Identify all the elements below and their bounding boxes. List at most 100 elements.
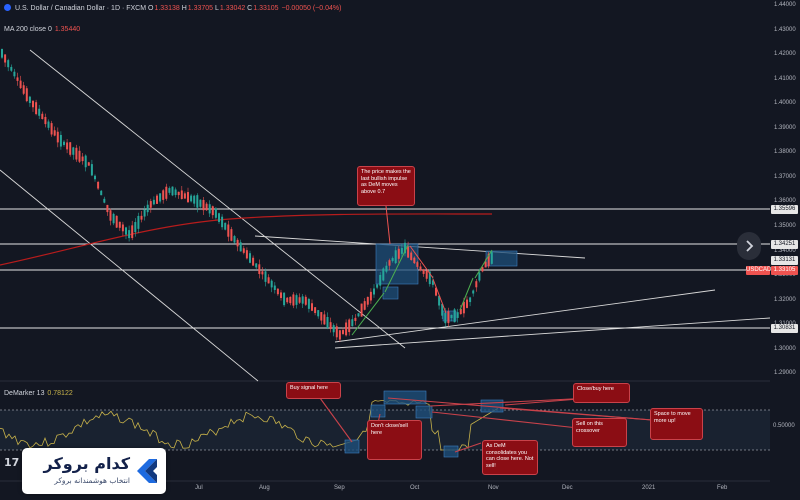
time-tick: Feb	[717, 485, 728, 491]
price-tick: 1.40000	[774, 100, 796, 107]
candle-body	[137, 215, 140, 229]
candle-body	[292, 294, 295, 306]
candle-body	[146, 204, 149, 213]
candle-body	[255, 263, 258, 268]
callout-space-move[interactable]: Space to move more up!	[650, 408, 703, 440]
candle-body	[128, 230, 131, 239]
price-tick: 1.32000	[774, 296, 796, 303]
trend-lines[interactable]	[0, 49, 771, 382]
time-tick: Oct	[410, 485, 420, 491]
candle-body	[183, 193, 186, 199]
candle-body	[131, 225, 134, 239]
green-arrow-3	[459, 277, 474, 311]
candle-body	[354, 317, 357, 321]
candle-body	[171, 186, 174, 196]
candle-body	[425, 270, 428, 279]
candle-body	[125, 227, 127, 235]
candle-body	[94, 175, 96, 180]
callout-dont-close[interactable]: Don't close/sell here	[367, 420, 422, 460]
ohlc-value: 1.33042	[219, 5, 246, 12]
ma-legend[interactable]: MA 200 close 0 1.35440	[4, 26, 80, 33]
red-arrow-2	[432, 278, 447, 314]
candlestick-series[interactable]	[1, 48, 493, 342]
callout-price-makes[interactable]: The price makes the last bullish impulse…	[357, 166, 415, 206]
scroll-to-realtime-button[interactable]	[737, 232, 761, 260]
callout-buy-signal[interactable]: Buy signal here	[286, 382, 341, 399]
price-tick: 1.38000	[774, 149, 796, 156]
candle-body	[444, 312, 447, 324]
candle-body	[388, 260, 391, 266]
candle-body	[453, 309, 456, 323]
candle-body	[397, 248, 400, 259]
candle-body	[159, 193, 162, 202]
candle-body	[363, 301, 366, 310]
candle-body	[320, 312, 323, 321]
tradingview-flag-icon	[4, 4, 11, 11]
candle-body	[13, 71, 16, 77]
candle-body	[270, 280, 273, 288]
candle-body	[22, 85, 25, 94]
candle-body	[373, 288, 375, 295]
indicator-label: DeMarker 13	[4, 390, 45, 397]
price-label: USDCAD	[746, 266, 772, 275]
brand-title: کدام بروکر	[43, 454, 131, 473]
candle-body	[87, 162, 90, 166]
candle-body	[208, 204, 211, 214]
broker-brand-card[interactable]: کدام بروکر انتخاب هوشمندانه بروکر	[22, 448, 166, 494]
candle-body	[190, 195, 193, 202]
candle-body	[273, 285, 276, 290]
price-axis[interactable]: 1.44000 1.43000 1.42000 1.41000 1.40000 1.390…	[770, 0, 800, 500]
candle-body	[230, 229, 233, 241]
price-tick: 1.43000	[774, 26, 796, 33]
highlight-boxes[interactable]	[375, 243, 518, 322]
price-label: 1.34251	[771, 240, 798, 249]
candle-body	[351, 319, 354, 327]
candle-body	[438, 295, 441, 306]
candle-body	[121, 224, 124, 232]
time-tick: Aug	[259, 485, 270, 491]
ma200-line[interactable]	[0, 213, 493, 266]
time-tick: 2021	[642, 485, 656, 491]
candle-body	[441, 303, 444, 316]
green-arrow-2	[384, 244, 409, 293]
candle-body	[174, 189, 177, 195]
uptrend-line-1	[334, 289, 716, 343]
callout-close-buy[interactable]: Close/buy here	[573, 383, 630, 403]
candle-body	[97, 181, 100, 189]
candle-body	[314, 307, 317, 314]
candle-body	[286, 297, 289, 303]
candle-body	[193, 195, 196, 204]
candle-body	[75, 147, 78, 160]
candle-body	[224, 222, 227, 230]
chevron-right-icon	[746, 240, 754, 252]
candle-body	[115, 215, 118, 228]
candle-body	[338, 330, 341, 340]
candle-body	[118, 221, 121, 228]
candle-body	[264, 271, 267, 282]
candle-body	[50, 123, 53, 135]
symbol-title[interactable]: U.S. Dollar / Canadian Dollar · 1D · FXC…	[14, 5, 147, 12]
ohlc-key: C	[245, 5, 253, 12]
callout-sell-crossover[interactable]: Sell on this crossover	[572, 418, 627, 447]
candle-body	[258, 264, 261, 275]
candle-body	[481, 267, 484, 272]
indicator-legend[interactable]: DeMarker 13 0.78122	[4, 390, 73, 397]
candle-body	[106, 204, 109, 213]
candle-body	[304, 296, 307, 305]
candle-body	[10, 66, 13, 71]
ind-box-3	[383, 390, 427, 405]
price-tick: 1.29000	[774, 370, 796, 377]
triangle-line	[254, 235, 586, 259]
candle-body	[90, 164, 93, 176]
candle-body	[239, 242, 242, 252]
callout-dem-consolidates[interactable]: As DeM consolidates you can close here. …	[482, 440, 538, 475]
analysis-arrows[interactable]	[351, 205, 493, 336]
candle-body	[289, 296, 292, 304]
symbol-legend[interactable]: U.S. Dollar / Canadian Dollar · 1D · FXC…	[4, 4, 341, 12]
candle-body	[16, 77, 19, 81]
price-tick: 1.44000	[774, 2, 796, 8]
candle-body	[382, 268, 385, 281]
candle-body	[44, 116, 47, 125]
tradingview-logo-icon[interactable]: 𝟭𝟳	[4, 457, 20, 469]
